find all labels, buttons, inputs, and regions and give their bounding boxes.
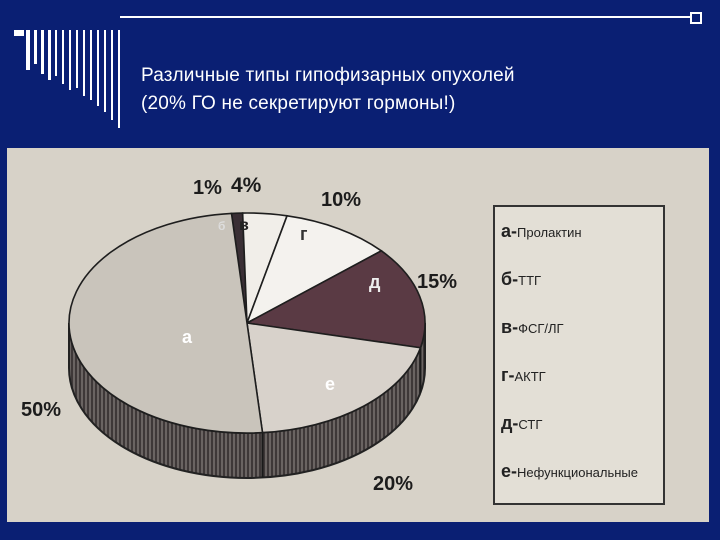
legend-item-g: г-АКТГ (501, 365, 546, 386)
pie-slice-d (244, 249, 426, 349)
slice-label-d: д (369, 272, 381, 292)
chart-image: б в г д е а 1% 4% 10% 15% 20% 50% а-Пролактин б-ТТГ в… (7, 148, 709, 522)
legend-item-v: в-ФСГ/ЛГ (501, 317, 564, 338)
legend-item-b: б-ТТГ (501, 269, 541, 290)
legend-letter-b: б- (501, 269, 519, 289)
pct-label-v: 4% (231, 174, 262, 197)
slice-label-v: в (239, 217, 249, 234)
legend-item-a: а-Пролактин (501, 221, 582, 242)
pct-label-a: 50% (21, 399, 61, 421)
decorative-square-icon (690, 12, 702, 24)
pie-slice-a (68, 212, 264, 434)
slice-label-a: а (182, 327, 193, 347)
legend-letter-e: е- (501, 461, 518, 481)
slice-label-e: е (325, 374, 335, 394)
legend-text-b: ТТГ (518, 273, 542, 288)
pct-label-e: 20% (373, 473, 413, 495)
legend: а-Пролактин б-ТТГ в-ФСГ/ЛГ г-АКТГ д-СТГ е-Неф… (493, 205, 665, 505)
legend-text-d: СТГ (518, 417, 543, 432)
slice-label-g: г (300, 224, 308, 244)
pie-slice-e (246, 322, 422, 434)
pie-slice-g (245, 214, 383, 325)
pct-label-b: 1% (193, 177, 222, 199)
title-line-2: (20% ГО не секретируют гормоны!) (141, 93, 456, 114)
pie-chart: б в г д е а 1% 4% 10% 15% 20% 50% (21, 174, 457, 495)
pct-label-g: 10% (321, 189, 361, 211)
decorative-bars-icon (14, 30, 120, 128)
legend-letter-g: г- (501, 365, 515, 385)
legend-text-e: Нефункциональные (517, 465, 639, 480)
legend-item-e: е-Нефункциональные (501, 461, 638, 482)
slide-title: Различные типы гипофизарных опухолей (20… (141, 62, 701, 118)
legend-text-v: ФСГ/ЛГ (518, 321, 564, 336)
legend-text-a: Пролактин (517, 225, 582, 240)
pct-label-d: 15% (417, 271, 457, 293)
legend-letter-d: д- (501, 413, 519, 433)
legend-text-g: АКТГ (514, 369, 546, 384)
legend-item-d: д-СТГ (501, 413, 542, 434)
legend-letter-v: в- (501, 317, 519, 337)
decorative-line (120, 16, 698, 18)
title-line-1: Различные типы гипофизарных опухолей (141, 65, 515, 86)
slice-label-b: б (218, 219, 225, 233)
legend-letter-a: а- (501, 221, 518, 241)
